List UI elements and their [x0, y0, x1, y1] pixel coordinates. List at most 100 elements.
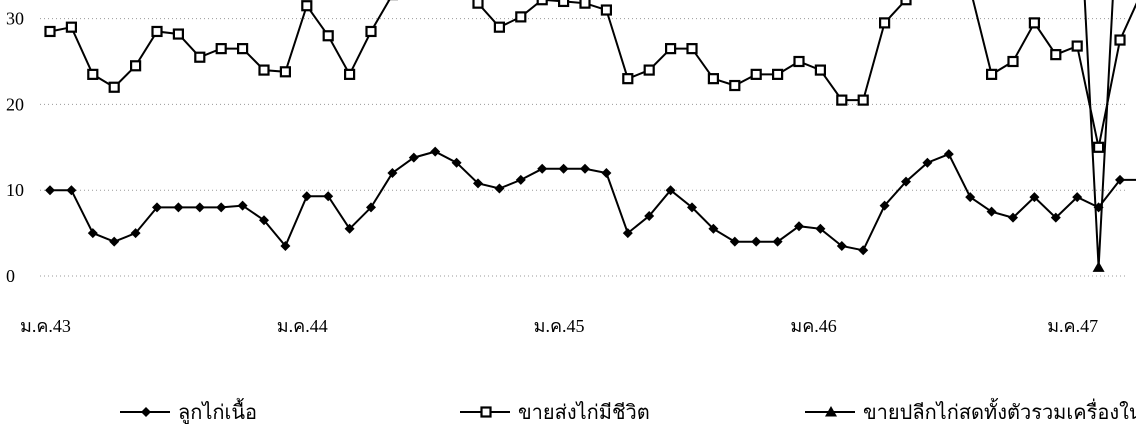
x-tick-label: ม.ค.45 [534, 316, 585, 336]
data-point-series-1 [237, 200, 248, 211]
data-point-series-1 [901, 176, 911, 187]
y-tick-label: 10 [6, 180, 24, 200]
series-markers [44, 0, 1126, 272]
data-point-series-1 [194, 202, 205, 213]
y-tick-label: 20 [6, 94, 24, 114]
data-point-series-1 [1008, 212, 1018, 223]
data-point-series-1 [729, 236, 740, 247]
data-point-series-2 [579, 0, 591, 9]
data-point-series-1 [858, 245, 869, 256]
data-point-series-2 [215, 43, 227, 55]
data-point-series-1 [943, 149, 954, 160]
data-point-series-2 [1028, 17, 1041, 29]
data-point-series-2 [878, 17, 891, 29]
x-tick-label: ม.ค.43 [20, 316, 71, 336]
data-point-series-1 [1093, 202, 1104, 213]
data-point-series-1 [1115, 174, 1125, 185]
data-point-series-1 [387, 168, 398, 179]
data-point-series-1 [537, 163, 548, 174]
data-point-series-2 [515, 11, 527, 23]
data-point-series-2 [344, 68, 356, 80]
data-point-series-1 [1072, 192, 1083, 203]
legend-label-1: ลูกไก่เนื้อ [178, 398, 257, 425]
data-point-series-1 [494, 183, 505, 194]
data-point-series-1 [965, 192, 976, 203]
data-point-series-2 [750, 68, 762, 80]
legend-label-3: ขายปลีกไก่สดทั้งตัวรวมเครื่องใน [863, 398, 1136, 424]
data-point-series-1 [473, 178, 483, 189]
data-point-series-2 [65, 21, 78, 33]
legend-marker-3 [825, 406, 837, 417]
data-point-series-2 [1007, 55, 1019, 68]
data-point-series-1 [152, 202, 162, 213]
x-tick-label: ม.ค.47 [1047, 316, 1098, 336]
data-point-series-1 [173, 202, 184, 213]
data-point-series-1 [794, 221, 804, 232]
data-point-series-1 [665, 185, 676, 196]
series-line-3 [1083, 0, 1114, 268]
data-point-series-1 [216, 202, 227, 213]
legend-marker-2 [480, 406, 492, 418]
data-point-series-1 [772, 236, 783, 247]
data-point-series-2 [322, 30, 334, 42]
data-point-series-2 [279, 66, 291, 78]
data-point-series-1 [986, 206, 997, 217]
data-point-series-1 [622, 228, 633, 239]
data-point-series-1 [1050, 212, 1061, 223]
data-point-series-1 [66, 185, 77, 196]
data-point-series-1 [558, 163, 569, 174]
x-axis: ม.ค.43 ม.ค.44 ม.ค.45 มค.46 ม.ค.47 [20, 316, 1098, 336]
legend: ลูกไก่เนื้อ ขายส่งไก่มีชีวิต ขายปลีกไก่สดท… [120, 398, 1136, 425]
data-point-series-1 [922, 157, 933, 168]
y-tick-label: 30 [6, 9, 24, 29]
data-point-series-2 [643, 64, 655, 76]
series-line-1 [50, 150, 1136, 252]
y-tick-label: 0 [6, 266, 15, 286]
data-point-series-1 [344, 223, 355, 234]
data-point-series-1 [879, 200, 890, 211]
data-point-series-1 [323, 191, 334, 202]
grid-lines [40, 18, 1125, 277]
data-point-series-2 [536, 0, 548, 6]
data-point-series-2 [194, 51, 206, 63]
data-point-series-2 [707, 73, 720, 85]
data-point-series-2 [622, 73, 634, 85]
data-point-series-1 [687, 202, 697, 213]
data-point-series-1 [1029, 192, 1040, 203]
data-point-series-1 [301, 191, 312, 202]
data-point-series-1 [45, 185, 55, 196]
data-point-series-1 [109, 236, 120, 247]
data-point-series-2 [900, 0, 912, 6]
data-point-series-2 [557, 0, 570, 8]
data-point-series-1 [259, 215, 269, 226]
data-point-series-2 [985, 68, 998, 80]
x-tick-label: มค.46 [790, 316, 836, 336]
data-point-series-2 [729, 79, 741, 92]
legend-label-2: ขายส่งไก่มีชีวิต [518, 400, 650, 424]
data-point-series-2 [664, 43, 677, 55]
data-point-series-2 [365, 25, 377, 38]
data-point-series-2 [472, 0, 484, 9]
data-point-series-2 [836, 94, 848, 106]
data-point-series-1 [836, 240, 847, 251]
data-point-series-2 [108, 81, 120, 93]
data-point-series-2 [151, 25, 163, 38]
series-line-2 [49, 0, 1136, 148]
data-point-series-2 [44, 25, 56, 38]
series-lines [49, 0, 1136, 268]
data-point-series-2 [258, 64, 270, 76]
y-axis: 0102030405060 [6, 9, 24, 286]
data-point-series-1 [366, 202, 376, 213]
x-tick-label: ม.ค.44 [277, 316, 328, 336]
data-point-series-2 [172, 28, 184, 40]
data-point-series-1 [515, 174, 526, 185]
data-point-series-2 [814, 64, 827, 76]
data-point-series-2 [857, 94, 869, 106]
data-point-series-2 [1071, 40, 1083, 52]
data-point-series-1 [408, 152, 419, 163]
data-point-series-2 [1092, 141, 1105, 153]
legend-marker-1 [141, 407, 151, 417]
data-point-series-1 [580, 163, 590, 174]
data-point-series-2 [686, 43, 698, 55]
